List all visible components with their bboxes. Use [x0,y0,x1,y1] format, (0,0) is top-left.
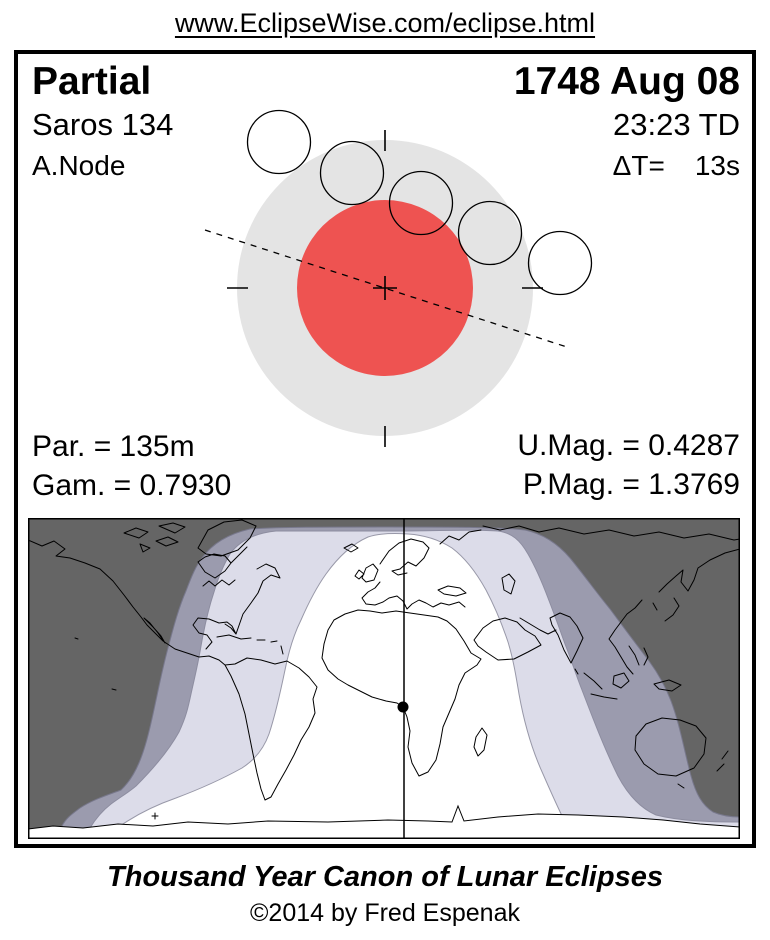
delta-t-label: ΔT= [612,150,665,181]
site-url-link[interactable]: www.EclipseWise.com/eclipse.html [174,8,596,38]
map-border [28,518,740,839]
umbral-magnitude-stat: U.Mag. = 0.4287 [517,429,740,462]
cardinal-ticks [227,130,543,447]
moon-position-1 [246,109,312,175]
moon-position-2 [319,140,385,206]
center-cross [373,276,397,300]
gamma-stat: Gam. = 0.7930 [32,469,232,502]
saros-series-label: Saros 134 [32,107,174,142]
copyright-notice: ©2014 by Fred Espenak [250,899,520,927]
greatest-eclipse-zenith-dot [397,701,409,713]
visibility-map [28,518,740,839]
moon-position-4 [457,200,523,266]
eclipse-card-frame [14,50,756,848]
delta-t-row: ΔT= 13s [613,150,740,182]
map-zone-full-visibility [115,532,569,839]
moon-position-5 [527,230,593,296]
partial-duration-stat: Par. = 135m [32,430,195,463]
node-label: A.Node [32,150,126,181]
shadow-diagram [204,109,593,447]
eclipse-type-label: Partial [32,60,152,103]
penumbral-magnitude-stat: P.Mag. = 1.3769 [522,468,740,501]
eclipse-date-label: 1748 Aug 08 [513,60,740,103]
eclipse-time-label: 23:23 TD [613,107,740,142]
moon-position-3 [388,170,454,236]
delta-t-value: 13s [694,150,740,181]
ecliptic-dashed-line [204,229,571,349]
coastlines [28,519,740,820]
canon-title: Thousand Year Canon of Lunar Eclipses [107,861,663,893]
antarctica-fill [28,806,740,839]
antarctica-coastline [28,804,740,830]
